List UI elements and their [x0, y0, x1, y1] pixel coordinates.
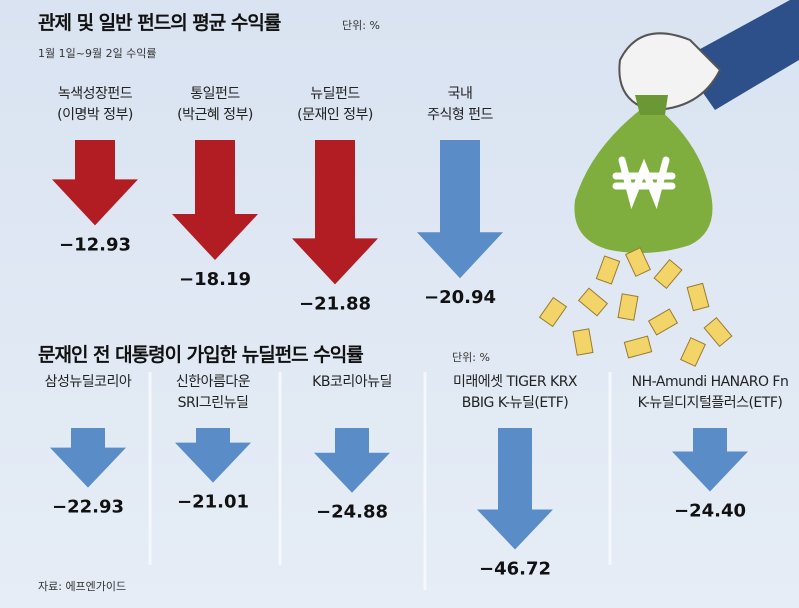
category-label: NH-Amundi HANARO Fn K-뉴딜디지털플러스(ETF): [631, 374, 789, 411]
arrow: [417, 140, 503, 279]
separators: [148, 372, 612, 590]
chart-title: 문재인 전 대통령이 가입한 뉴딜펀드 수익률: [38, 344, 364, 366]
value-label: −24.40: [674, 500, 746, 521]
arrow: [477, 428, 553, 550]
value-label: −46.72: [479, 558, 551, 579]
unit-label: 단위: %: [452, 351, 490, 364]
arrow: [52, 140, 138, 226]
value-label: −21.88: [299, 293, 371, 314]
arrow: [50, 428, 126, 488]
value-label: −24.88: [316, 502, 388, 523]
value-label: −20.94: [424, 287, 496, 308]
category-label: 미래에셋 TIGER KRX BBIG K-뉴딜(ETF): [452, 374, 578, 411]
money-bag-illustration: [538, 0, 799, 367]
chart-title: 관제 및 일반 펀드의 평균 수익률: [38, 12, 281, 34]
arrow: [172, 140, 258, 261]
value-label: −22.93: [52, 497, 124, 518]
arrow: [175, 428, 251, 483]
category-label: KB코리아뉴딜: [312, 374, 392, 390]
category-label: 국내 주식형 펀드: [427, 86, 493, 123]
arrow: [672, 428, 748, 492]
source-note: 자료: 에프엔가이드: [38, 580, 127, 593]
value-label: −12.93: [59, 234, 131, 255]
unit-label: 단위: %: [342, 19, 380, 32]
category-label: 통일펀드 (박근혜 정부): [177, 86, 253, 123]
arrow: [292, 140, 378, 285]
category-label: 녹색성장펀드 (이명박 정부): [57, 86, 133, 123]
chart-subtitle: 1월 1일~9월 2일 수익률: [38, 47, 157, 60]
value-label: −21.01: [177, 492, 249, 513]
value-label: −18.19: [179, 269, 251, 290]
category-label: 뉴딜펀드 (문재인 정부): [297, 86, 373, 123]
arrow: [314, 428, 390, 493]
category-label: 삼성뉴딜코리아: [44, 374, 132, 390]
category-label: 신한아름다운 SRI그린뉴딜: [175, 374, 251, 411]
